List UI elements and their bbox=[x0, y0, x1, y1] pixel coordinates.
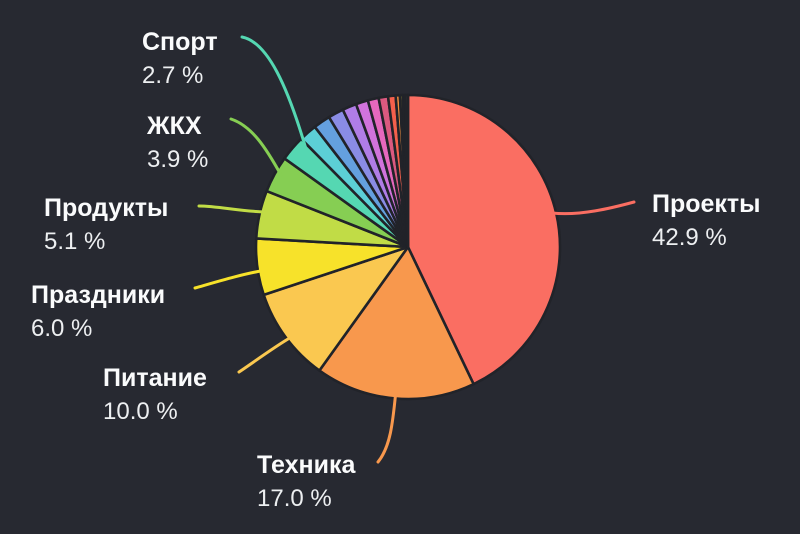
callout-lines bbox=[193, 35, 636, 464]
pie-slice-small-18 bbox=[403, 93, 410, 249]
label-sport-pct: 2.7 % bbox=[142, 62, 204, 89]
label-pitanie: Питание 10.0 % bbox=[103, 362, 207, 428]
label-proekty-name: Проекты bbox=[652, 190, 761, 218]
label-pitanie-pct: 10.0 % bbox=[103, 398, 178, 425]
label-prazdniki-name: Праздники bbox=[31, 281, 166, 309]
pie-slices bbox=[254, 93, 562, 401]
callout-line-Питание bbox=[237, 337, 290, 374]
pie-slice-Питание bbox=[262, 245, 410, 372]
label-zhkh-name: ЖКХ bbox=[147, 112, 202, 140]
label-produkty: Продукты 5.1 % bbox=[44, 192, 168, 258]
label-sport-name: Спорт bbox=[142, 28, 218, 56]
label-zhkh: ЖКХ 3.9 % bbox=[147, 110, 208, 176]
callout-line-ЖКХ bbox=[229, 117, 283, 177]
label-prazdniki: Праздники 6.0 % bbox=[31, 279, 165, 345]
label-tehnika-name: Техника bbox=[257, 451, 356, 479]
label-tehnika-pct: 17.0 % bbox=[257, 485, 332, 512]
label-tehnika: Техника 17.0 % bbox=[257, 449, 355, 515]
callout-line-Праздники bbox=[193, 268, 268, 290]
label-prazdniki-pct: 6.0 % bbox=[31, 315, 93, 342]
label-sport: Спорт 2.7 % bbox=[142, 26, 218, 92]
callout-line-Техника bbox=[376, 388, 398, 464]
callout-line-Спорт bbox=[240, 35, 308, 151]
callout-line-Продукты bbox=[197, 204, 270, 214]
label-produkty-name: Продукты bbox=[44, 194, 169, 222]
label-zhkh-pct: 3.9 % bbox=[147, 146, 209, 173]
callout-line-Проекты bbox=[550, 200, 636, 216]
label-produkty-pct: 5.1 % bbox=[44, 228, 106, 255]
label-proekty: Проекты 42.9 % bbox=[652, 188, 761, 254]
label-proekty-pct: 42.9 % bbox=[652, 224, 727, 251]
label-pitanie-name: Питание bbox=[103, 364, 207, 392]
